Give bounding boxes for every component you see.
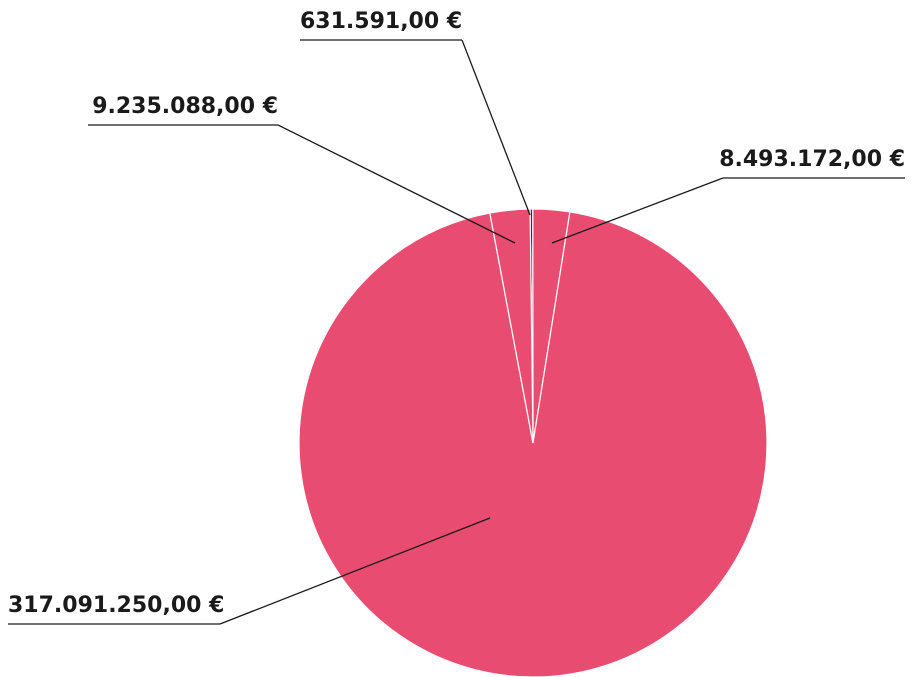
pie-slice	[489, 208, 534, 444]
leader-line	[551, 177, 724, 244]
slice-label: 631.591,00 €	[300, 9, 462, 34]
slice-label: 317.091.250,00 €	[8, 593, 224, 618]
leader-line	[219, 517, 491, 625]
slice-label: 8.493.172,00 €	[719, 147, 905, 172]
leader-line	[461, 39, 531, 216]
slice-label: 9.235.088,00 €	[92, 94, 278, 119]
leader-line	[277, 124, 516, 244]
